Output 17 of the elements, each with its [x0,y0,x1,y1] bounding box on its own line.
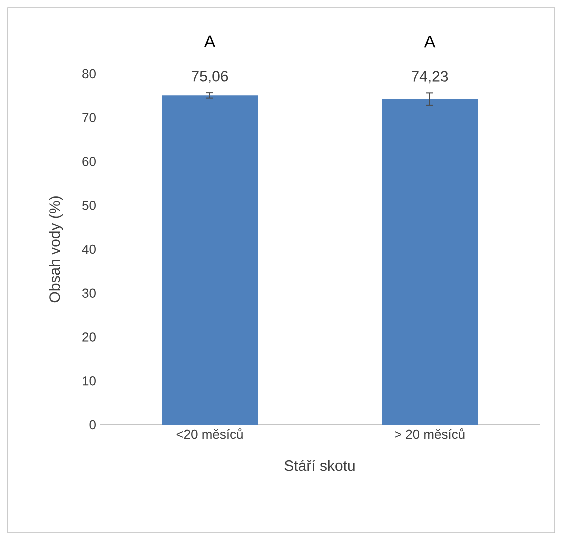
y-tick-label: 10 [83,376,96,386]
y-tick-label: 30 [82,288,96,298]
x-axis-title: Stáří skotu [284,460,355,472]
y-tick-label: 50 [82,201,96,210]
x-tick-label: > 20 měsíců [395,428,465,440]
data-label: 75,06 [192,71,228,84]
data-label: 74,23 [412,71,448,84]
y-tick-label: 40 [82,244,96,254]
y-tick-label: 70 [82,113,96,122]
y-tick-label: 60 [82,157,96,166]
y-tick-label: 20 [82,332,96,342]
y-tick-label: 80 [82,69,96,79]
text: A [204,36,216,48]
text: A [424,36,436,48]
y-axis-title: Obsah vody (%) [49,196,64,303]
y-tick-label: 0 [90,420,96,430]
x-tick-label: <20 měsíců [176,428,243,440]
